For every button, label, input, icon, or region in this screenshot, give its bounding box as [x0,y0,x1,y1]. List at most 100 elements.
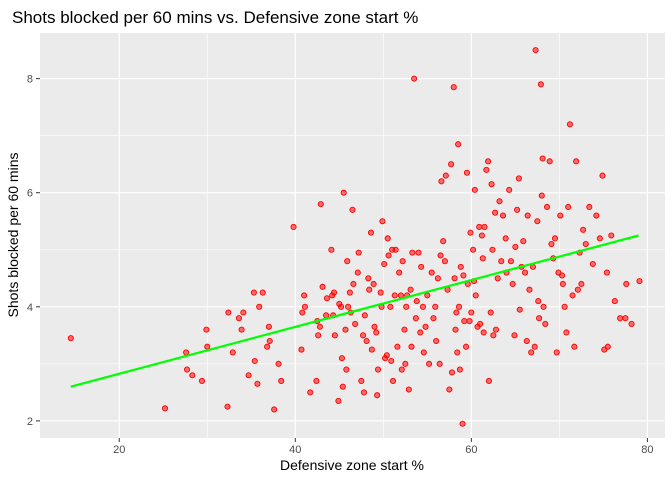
data-point [433,337,440,345]
data-point [455,303,463,310]
data-point [467,229,474,236]
data-point [490,332,497,339]
data-point [468,309,475,316]
data-point [502,235,509,242]
data-point [559,280,566,288]
data-point [198,377,206,385]
data-point [534,218,541,225]
data-point [377,289,384,296]
data-point [346,289,353,296]
data-point [413,298,420,305]
data-point [499,212,507,219]
data-point [563,329,570,336]
data-point [617,315,624,322]
data-point [349,206,356,213]
data-point [628,320,635,327]
data-point [476,223,483,230]
data-point [343,366,350,373]
data-point [456,366,463,373]
data-point [507,258,515,265]
data-point [391,292,398,299]
data-point [224,403,231,410]
data-point [204,343,211,350]
data-point [418,263,425,270]
data-point [599,172,606,179]
y-axis-title: Shots blocked per 60 mins [5,153,21,318]
data-point [578,280,585,288]
data-point [571,343,578,350]
data-point [511,332,518,339]
data-point [470,246,477,253]
data-point [240,309,247,316]
data-point [384,235,391,242]
y-tick-label: 8 [27,74,33,86]
data-point [428,269,435,276]
x-axis-title: Defensive zone start % [280,457,424,473]
data-point [477,320,484,327]
data-point [622,315,629,322]
data-point [278,377,285,385]
data-point [411,75,418,82]
y-tick-label: 4 [27,302,33,314]
data-point [385,252,392,259]
data-point [604,343,611,350]
data-point [543,203,551,211]
data-point [183,349,190,356]
data-point [299,309,306,316]
data-point [342,326,349,333]
data-point [608,232,615,239]
data-point [408,343,415,350]
data-point [478,232,485,239]
data-point [498,258,505,265]
data-point [358,377,365,385]
data-point [451,275,458,282]
data-point [535,298,542,305]
data-point [460,272,467,279]
data-point [323,295,331,302]
data-point [394,343,401,350]
data-point [528,349,535,356]
data-point [448,161,455,168]
data-point [420,349,427,356]
data-point [454,349,461,356]
data-point [452,326,459,333]
data-point [360,389,367,396]
data-point [402,360,409,367]
data-point [561,303,568,310]
data-point [424,292,431,299]
data-point [573,158,580,165]
data-point [446,386,453,393]
data-point [521,269,529,276]
data-point [379,218,386,225]
data-point [407,286,414,293]
data-point [569,292,576,299]
data-point [551,235,559,242]
data-point [461,318,468,325]
data-point [536,315,543,322]
data-point [580,226,587,233]
data-point [340,189,347,196]
data-point [538,192,545,199]
data-point [350,280,357,288]
data-point [203,326,210,333]
trend-line-group [70,234,639,388]
data-point [316,323,323,330]
data-point [366,286,373,293]
data-point [463,169,470,176]
data-point [360,332,367,339]
data-point [603,269,610,276]
data-point [251,357,258,365]
data-point [453,309,460,316]
data-point [315,332,322,339]
data-point [558,272,566,279]
data-point [250,289,257,296]
y-axis: 2 4 6 8 [27,74,40,428]
data-point [514,206,521,213]
data-point [455,141,462,148]
data-point [256,303,263,310]
data-point [512,243,519,250]
x-tick-label: 40 [289,444,301,456]
data-point [539,155,546,162]
data-point [265,323,272,330]
